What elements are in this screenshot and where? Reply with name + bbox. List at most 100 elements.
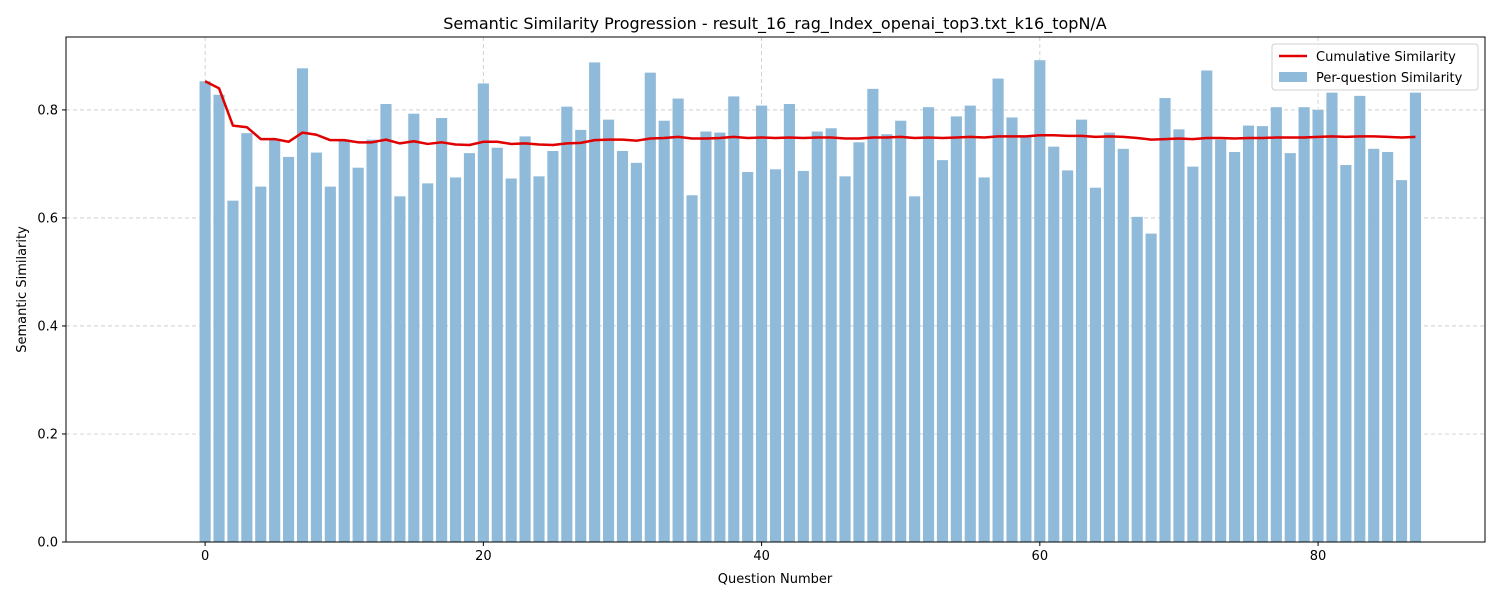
bar-question-55 (964, 105, 976, 543)
bar-question-52 (922, 107, 935, 543)
bar-question-80 (1312, 109, 1324, 543)
bar-question-45 (825, 128, 837, 542)
bar-question-70 (1173, 129, 1185, 543)
bar-question-8 (310, 152, 322, 542)
x-axis-label: Question Number (718, 572, 833, 587)
y-tick-label: 0.2 (37, 427, 58, 442)
bar-question-64 (1089, 187, 1102, 543)
bar-question-54 (950, 116, 962, 542)
bar-question-63 (1075, 119, 1088, 543)
bar-question-78 (1284, 153, 1296, 543)
bar-question-69 (1159, 98, 1171, 542)
legend-label-cumulative: Cumulative Similarity (1316, 50, 1456, 65)
bar-question-2 (227, 200, 239, 542)
bar-question-3 (241, 133, 253, 542)
bar-question-5 (269, 139, 281, 543)
bar-question-84 (1368, 148, 1380, 543)
bar-question-47 (853, 142, 865, 542)
x-tick-label: 20 (475, 549, 492, 564)
bar-question-17 (436, 118, 448, 542)
bar-question-81 (1326, 92, 1338, 543)
bars-layer (199, 60, 1422, 543)
bar-question-73 (1215, 139, 1227, 543)
bar-question-27 (575, 129, 587, 543)
x-tick-label: 40 (753, 549, 770, 564)
x-tick-label: 60 (1032, 549, 1049, 564)
bar-question-1 (213, 94, 225, 542)
bar-question-72 (1201, 70, 1213, 542)
bar-question-48 (867, 88, 879, 542)
bar-question-20 (477, 83, 489, 543)
x-tick-label: 0 (201, 549, 209, 564)
bar-question-66 (1117, 148, 1129, 543)
bar-question-76 (1256, 126, 1268, 542)
bar-question-10 (338, 139, 350, 543)
bar-question-67 (1131, 216, 1143, 542)
bar-question-44 (811, 131, 823, 542)
legend-bar-swatch (1279, 72, 1307, 82)
bar-question-32 (644, 72, 656, 542)
bar-question-87 (1409, 92, 1422, 543)
bar-question-83 (1354, 95, 1366, 543)
bar-question-7 (296, 68, 309, 542)
bar-question-49 (881, 134, 893, 543)
bar-question-15 (408, 113, 420, 542)
bar-question-43 (797, 170, 809, 542)
bar-question-39 (742, 172, 754, 542)
bar-question-28 (589, 62, 601, 543)
y-tick-label: 0.0 (37, 536, 58, 551)
plot-frame (65, 36, 1486, 543)
bar-question-37 (714, 132, 726, 542)
bar-question-82 (1340, 165, 1352, 542)
bar-question-42 (783, 103, 795, 542)
bar-question-77 (1270, 107, 1282, 543)
line-layer (204, 80, 1416, 147)
bar-question-40 (756, 105, 768, 543)
bar-question-75 (1242, 125, 1255, 542)
legend: Cumulative Similarity Per-question Simil… (1271, 43, 1479, 91)
bar-question-12 (366, 139, 378, 543)
x-tick-label: 80 (1310, 549, 1327, 564)
bar-question-58 (1006, 117, 1018, 542)
bar-question-36 (700, 131, 712, 542)
bar-question-57 (992, 78, 1004, 543)
bar-question-34 (672, 98, 684, 542)
cumulative-similarity-line (204, 80, 1416, 147)
bar-question-25 (547, 150, 559, 542)
bar-question-26 (561, 106, 573, 542)
bar-question-61 (1048, 146, 1060, 542)
x-axis-ticks: 0 20 40 60 80 (201, 542, 1326, 564)
bar-question-31 (630, 162, 642, 543)
bar-question-65 (1103, 132, 1115, 542)
bar-question-60 (1034, 60, 1046, 542)
bar-question-62 (1062, 170, 1074, 542)
legend-label-per-question: Per-question Similarity (1316, 71, 1463, 86)
bar-question-13 (380, 103, 392, 542)
y-axis-label: Semantic Similarity (15, 226, 30, 353)
bar-question-59 (1020, 136, 1032, 542)
bar-question-86 (1395, 180, 1408, 542)
bar-question-30 (616, 150, 629, 542)
bar-question-11 (352, 167, 364, 543)
y-tick-label: 0.4 (37, 319, 58, 334)
bar-question-4 (255, 186, 267, 542)
bar-question-51 (909, 196, 921, 543)
bar-question-35 (686, 195, 698, 542)
bar-question-38 (728, 96, 740, 542)
bar-question-16 (422, 183, 434, 542)
bar-question-29 (602, 119, 615, 543)
y-tick-label: 0.8 (37, 103, 58, 118)
bar-question-24 (533, 176, 545, 542)
bar-question-85 (1382, 152, 1394, 542)
bar-question-19 (463, 153, 476, 543)
bar-question-68 (1145, 233, 1157, 542)
bar-question-23 (519, 136, 531, 542)
y-tick-label: 0.6 (37, 211, 58, 226)
bar-question-56 (978, 177, 990, 543)
bar-question-33 (658, 120, 670, 542)
bar-question-14 (394, 196, 406, 543)
bar-question-71 (1187, 166, 1199, 542)
legend-box (1271, 43, 1479, 91)
bar-question-50 (895, 120, 907, 542)
